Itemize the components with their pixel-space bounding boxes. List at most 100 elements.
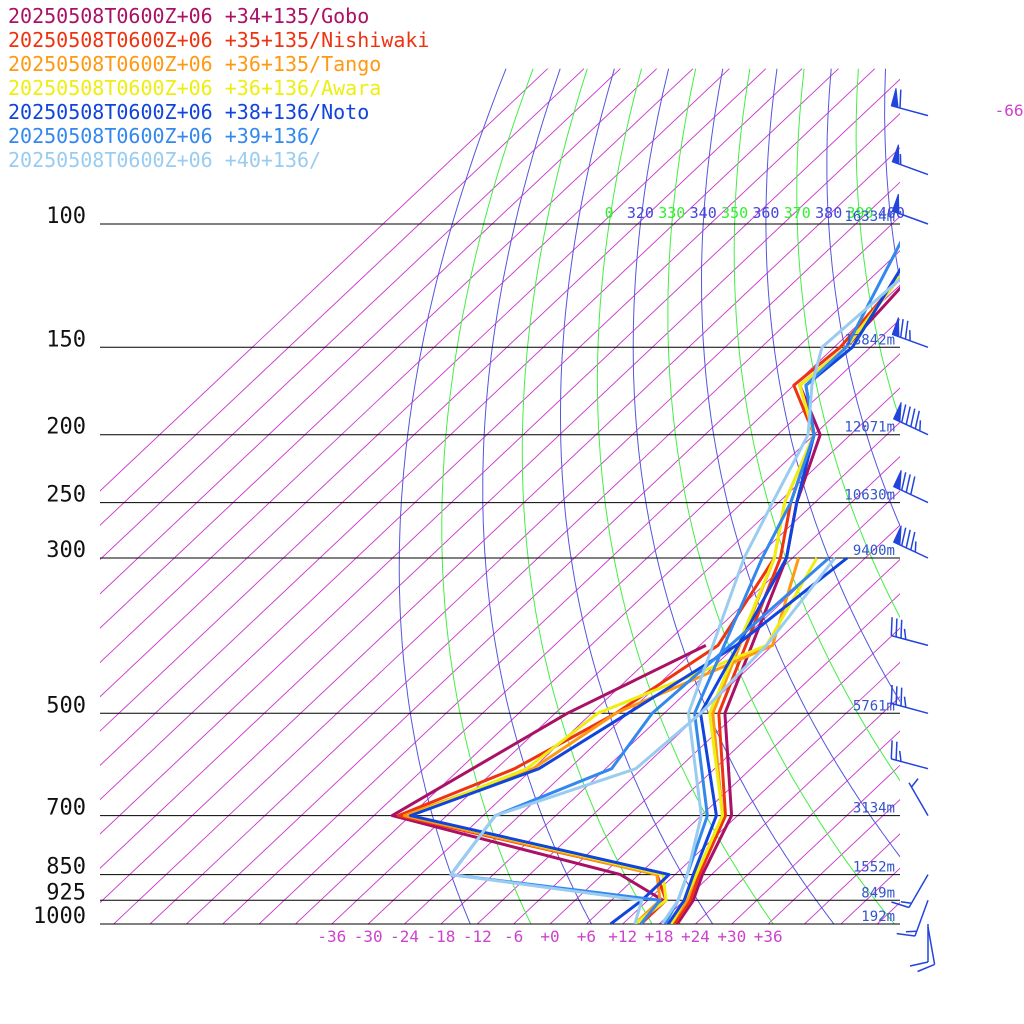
wind-barb-feather <box>910 531 916 551</box>
wind-barb-feather <box>917 963 935 973</box>
isotherm-line <box>367 421 900 924</box>
wind-barb-feather <box>914 541 917 553</box>
wind-barbs <box>890 88 936 973</box>
isotherm-line <box>476 524 900 924</box>
legend-entry: 20250508T0600Z+06 +40+136/ <box>8 148 321 172</box>
x-tick-label: +36 <box>754 927 783 946</box>
wind-barb-pennant <box>891 193 900 215</box>
wind-barb-pennant <box>890 88 899 109</box>
upper-isotherm-labels: -66-60-54-48 <box>995 101 1024 120</box>
dry-adiabat-line <box>826 68 900 527</box>
dewpoint-line <box>449 556 830 924</box>
wind-barb <box>892 402 929 436</box>
wind-barb-staff <box>908 782 929 816</box>
isotherm-line <box>549 593 900 924</box>
dry-adiabat-line <box>967 69 1024 939</box>
wind-barb-feather <box>914 410 921 429</box>
wind-barb-feather <box>898 750 902 762</box>
dry-adiabat-line <box>733 68 900 782</box>
isotherm-line <box>100 68 658 595</box>
wind-barb-pennant <box>892 402 902 423</box>
height-label: 3134m <box>853 801 895 817</box>
wind-barb-feather <box>899 319 904 338</box>
dry-adiabat-line <box>398 68 507 924</box>
pressure-label: 1000 <box>33 904 86 929</box>
height-label: 5761m <box>853 698 895 714</box>
isotherm-line <box>100 147 900 904</box>
wind-barb-staff <box>914 900 929 937</box>
isotherm-line <box>100 78 900 835</box>
wind-barb <box>909 924 929 967</box>
dry-adiabat-line <box>441 68 534 924</box>
x-tick-label: +12 <box>608 927 637 946</box>
wind-barb <box>891 144 929 176</box>
wind-barb-staff <box>908 874 929 908</box>
dry-adiabat-line <box>796 68 900 619</box>
isotherm-line <box>622 661 900 924</box>
dry-adiabat-line <box>667 68 896 924</box>
theta-label: 0 <box>605 204 614 222</box>
dry-adiabat-line <box>482 68 593 924</box>
isotherm-line <box>100 112 900 869</box>
theta-label: 360 <box>752 204 779 222</box>
legend-entry: 20250508T0600Z+06 +38+136/Noto <box>8 100 369 124</box>
wind-barb-pennant <box>892 469 902 491</box>
height-label: 9400m <box>853 543 895 559</box>
wind-barb-feather <box>890 740 893 759</box>
isotherm-line <box>294 353 900 924</box>
wind-barb-pennant <box>891 317 900 338</box>
legend-entry: 20250508T0600Z+06 +36+136/Awara <box>8 76 381 100</box>
wind-barb-feather <box>909 961 929 967</box>
temperature-line <box>666 267 900 924</box>
wind-barb-feather <box>900 619 903 639</box>
dry-adiabat-line <box>913 69 1024 939</box>
legend-entry: 20250508T0600Z+06 +35+135/Nishiwaki <box>8 28 429 52</box>
temperature-line <box>669 274 900 924</box>
dry-adiabat-line <box>994 69 1024 939</box>
x-tick-label: -36 <box>317 927 346 946</box>
upper-isotherm-label: -66 <box>995 101 1024 120</box>
x-tick-label: +6 <box>577 927 596 946</box>
wind-barb-feather <box>905 406 911 425</box>
isotherm-line <box>258 318 900 924</box>
height-label: 849m <box>861 885 895 901</box>
wind-barb-feather <box>896 932 916 937</box>
legend-entry: 20250508T0600Z+06 +36+135/Tango <box>8 52 381 76</box>
wind-barb-feather <box>910 408 916 427</box>
isobar-lines <box>100 223 900 925</box>
x-tick-label: -6 <box>504 927 523 946</box>
dry-adiabat-lines <box>398 68 1024 939</box>
dry-adiabat-line <box>560 68 714 924</box>
wind-barb <box>896 900 929 937</box>
isotherm-line <box>100 68 767 698</box>
wind-barb-feather <box>903 628 907 640</box>
dry-adiabat-line <box>632 68 835 924</box>
x-tick-label: +0 <box>540 927 559 946</box>
legend-entry: 20250508T0600Z+06 +34+135/Gobo <box>8 4 369 28</box>
temperature-line <box>672 275 900 924</box>
x-tick-label: -30 <box>354 927 383 946</box>
wind-barb <box>908 778 929 816</box>
wind-barb-feather <box>900 527 907 546</box>
wind-barb-staff <box>891 758 929 770</box>
wind-barb-feather <box>891 901 910 909</box>
temperature-line <box>660 276 900 924</box>
wind-barb-feather <box>910 476 916 495</box>
wind-barb <box>891 874 929 909</box>
wind-barb <box>892 469 929 504</box>
legend: 20250508T0600Z+06 +34+135/Gobo20250508T0… <box>8 4 429 172</box>
wind-barb-feather <box>910 778 919 788</box>
height-label: 1552m <box>853 860 895 876</box>
isotherm-line <box>440 490 900 924</box>
height-label: 10630m <box>844 488 895 504</box>
wind-barb-feather <box>895 741 898 761</box>
wind-barb-feather <box>905 474 911 493</box>
pressure-label: 925 <box>46 880 86 905</box>
wind-barb-feather <box>900 900 912 904</box>
wind-barb-feather <box>895 686 898 705</box>
pressure-label: 300 <box>46 538 86 563</box>
dry-adiabat-labels: 0 320 330 340 350 360 370 380 390 400 <box>605 204 905 222</box>
height-label: 12071m <box>844 420 895 436</box>
x-tick-label: +24 <box>681 927 710 946</box>
